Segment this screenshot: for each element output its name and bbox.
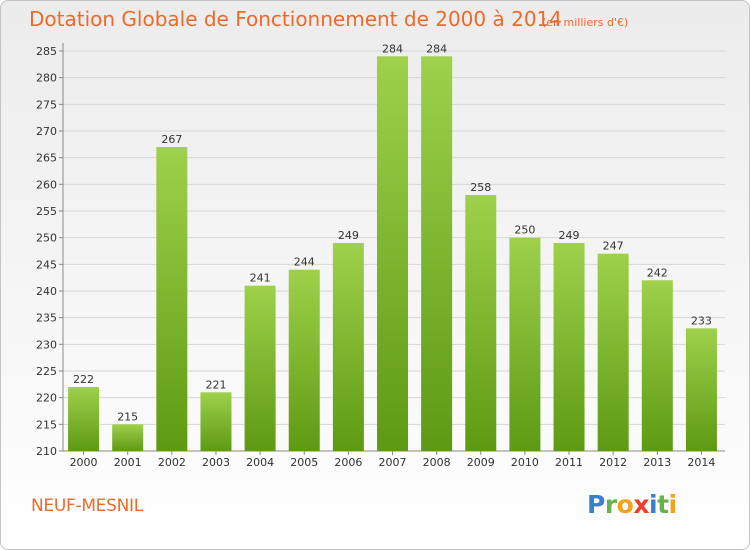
bar-2001 [112, 424, 144, 451]
y-tick-label: 270 [36, 125, 57, 138]
bar-2014 [685, 328, 717, 451]
logo-letter: r [604, 490, 617, 519]
data-label-2007: 284 [382, 42, 403, 55]
x-tick-label-2005: 2005 [290, 456, 318, 469]
data-label-2003: 221 [205, 378, 226, 391]
x-tick-label-2012: 2012 [599, 456, 627, 469]
y-tick-label: 245 [36, 258, 57, 271]
y-tick-label: 285 [36, 45, 57, 58]
y-tick-label: 225 [36, 365, 57, 378]
x-tick-label-2006: 2006 [334, 456, 362, 469]
data-label-2013: 242 [647, 266, 668, 279]
bars [68, 56, 717, 451]
x-tick-label-2002: 2002 [158, 456, 186, 469]
bar-2003 [200, 392, 232, 451]
y-tick-label: 220 [36, 392, 57, 405]
bar-2006 [332, 243, 364, 451]
chart-title: Dotation Globale de Fonctionnement de 20… [29, 7, 562, 31]
y-tick-label: 280 [36, 72, 57, 85]
bar-2011 [553, 243, 585, 451]
y-tick-label: 235 [36, 312, 57, 325]
data-label-2006: 249 [338, 229, 359, 242]
data-label-2002: 267 [161, 133, 182, 146]
data-label-2005: 244 [294, 256, 315, 269]
y-tick-label: 230 [36, 338, 57, 351]
y-tick-label: 265 [36, 152, 57, 165]
bar-2009 [465, 195, 497, 451]
x-tick-label-2014: 2014 [687, 456, 715, 469]
y-tick-label: 210 [36, 445, 57, 458]
x-tick-label-2004: 2004 [246, 456, 274, 469]
logo-letter: x [633, 490, 649, 519]
x-axis-ticks: 2000 2001 2002 2003 2004 2005 2006 2007 2008 2009… [70, 456, 716, 469]
y-tick-label: 215 [36, 418, 57, 431]
logo-letter: t [657, 490, 669, 519]
x-tick-label-2010: 2010 [511, 456, 539, 469]
data-label-2004: 241 [250, 272, 271, 285]
bar-2004 [244, 285, 276, 451]
data-label-2010: 250 [514, 224, 535, 237]
bar-2010 [509, 237, 541, 451]
logo-letter: i [668, 490, 678, 519]
bar-2013 [641, 280, 673, 451]
data-label-2012: 247 [603, 240, 624, 253]
x-tick-label-2008: 2008 [423, 456, 451, 469]
bar-2002 [156, 147, 188, 451]
y-tick-label: 240 [36, 285, 57, 298]
x-tick-label-2013: 2013 [643, 456, 671, 469]
data-label-2008: 284 [426, 42, 447, 55]
commune-name: NEUF-MESNIL [31, 496, 143, 516]
x-tick-label-2009: 2009 [467, 456, 495, 469]
data-label-2011: 249 [559, 229, 580, 242]
bar-2012 [597, 253, 629, 451]
logo-letter: o [616, 490, 634, 519]
data-label-2000: 222 [73, 373, 94, 386]
data-label-2001: 215 [117, 410, 138, 423]
proxiti-logo: Proxiti [587, 490, 677, 519]
y-axis-ticks: 210 215 220 225 230 235 240 245 250 255 260 265 270 2… [36, 45, 57, 458]
logo-letter: P [587, 490, 605, 519]
x-tick-label-2001: 2001 [114, 456, 142, 469]
y-tick-label: 250 [36, 232, 57, 245]
y-tick-label: 255 [36, 205, 57, 218]
y-tick-label: 260 [36, 178, 57, 191]
x-tick-label-2003: 2003 [202, 456, 230, 469]
bar-2000 [68, 387, 100, 451]
data-labels: 222 215 267 221 241 244 249 284 284 258 250 249 247 2… [73, 42, 712, 423]
data-label-2014: 233 [691, 314, 712, 327]
chart-units: (en milliers d'€) [542, 16, 629, 29]
x-tick-label-2011: 2011 [555, 456, 583, 469]
data-label-2009: 258 [470, 181, 491, 194]
bar-2005 [288, 269, 320, 451]
bar-2007 [377, 56, 408, 451]
x-tick-label-2000: 2000 [70, 456, 98, 469]
x-tick-label-2007: 2007 [379, 456, 407, 469]
y-tick-label: 275 [36, 98, 57, 111]
logo-letter: i [649, 490, 658, 519]
bar-2008 [421, 56, 453, 451]
